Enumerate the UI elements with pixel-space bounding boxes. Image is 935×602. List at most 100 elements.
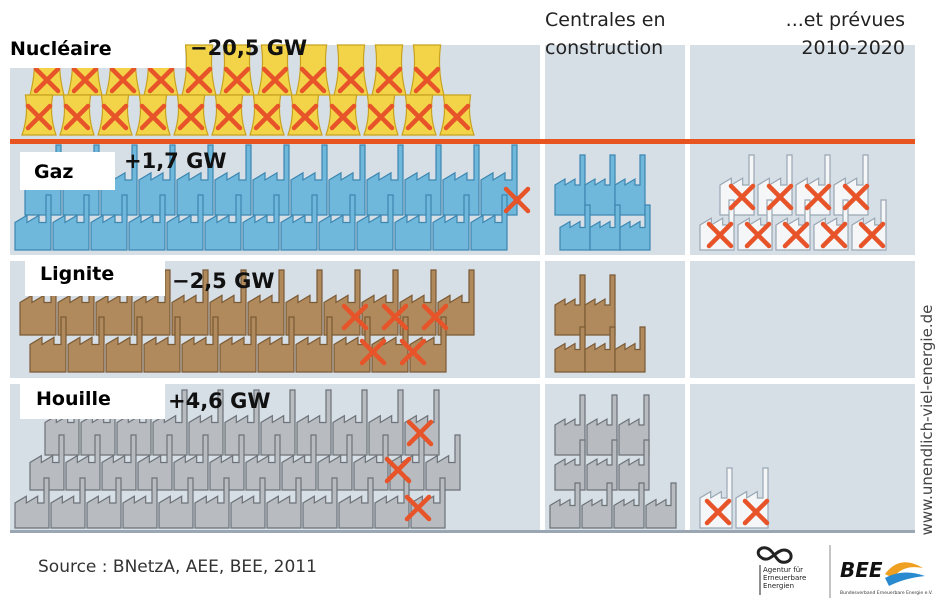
cross xyxy=(728,183,756,211)
cross xyxy=(742,498,770,526)
label-box xyxy=(0,30,185,68)
row-label: Nucléaire xyxy=(10,38,112,60)
plant-icon xyxy=(181,316,219,373)
cross xyxy=(399,338,427,366)
plant-icon xyxy=(366,144,404,216)
plant-icon xyxy=(14,194,52,251)
cross xyxy=(406,419,434,447)
plant-icon xyxy=(589,204,621,251)
cross xyxy=(215,103,243,131)
cross xyxy=(139,103,167,131)
plant-icon xyxy=(318,194,356,251)
plant-icon xyxy=(52,194,90,251)
cross xyxy=(25,103,53,131)
cross xyxy=(261,66,289,94)
cross xyxy=(33,66,61,94)
cross xyxy=(253,103,281,131)
plant-icon xyxy=(409,44,445,96)
plant-icon xyxy=(368,389,404,456)
plant-icon xyxy=(332,389,368,456)
plant-icon xyxy=(410,477,446,529)
cross xyxy=(820,221,848,249)
plant-icon xyxy=(404,144,442,216)
plant-icon xyxy=(614,326,646,373)
panel-planned xyxy=(690,45,915,533)
cross xyxy=(359,338,387,366)
plant-icon xyxy=(371,44,407,96)
cross xyxy=(766,183,794,211)
plant-icon xyxy=(302,477,338,529)
plant-icon xyxy=(394,194,432,251)
cross xyxy=(291,103,319,131)
column-header: ...et prévues xyxy=(786,9,905,31)
cross xyxy=(147,66,175,94)
plant-icon xyxy=(209,434,245,491)
plant-icon xyxy=(219,316,257,373)
label-box xyxy=(25,258,165,296)
plant-icon xyxy=(442,144,480,216)
plant-icon xyxy=(143,316,181,373)
cross xyxy=(337,66,365,94)
plant-icon xyxy=(584,326,616,373)
cross xyxy=(367,103,395,131)
plant-icon xyxy=(353,434,389,491)
plant-icon xyxy=(280,194,318,251)
cross xyxy=(421,303,449,331)
plant-icon xyxy=(181,44,217,96)
cross xyxy=(704,498,732,526)
plant-icon xyxy=(554,274,586,336)
baseline xyxy=(10,530,915,533)
cross xyxy=(404,494,432,522)
plant-icon xyxy=(425,434,461,491)
row-label: Houille xyxy=(36,388,111,410)
cross xyxy=(177,103,205,131)
plant-icon xyxy=(247,269,285,336)
plant-icon xyxy=(245,434,281,491)
plant-icon xyxy=(554,154,586,216)
plant-icon xyxy=(296,389,332,456)
row-change: +4,6 GW xyxy=(168,389,271,413)
cross xyxy=(744,221,772,249)
plant-icon xyxy=(281,434,317,491)
plant-icon xyxy=(374,477,410,529)
plant-icon xyxy=(432,194,470,251)
row-change: −20,5 GW xyxy=(190,36,307,60)
plant-icon xyxy=(285,269,323,336)
row-change: +1,7 GW xyxy=(124,149,227,173)
plant-icon xyxy=(554,394,586,456)
plant-icon xyxy=(257,316,295,373)
plant-icon xyxy=(90,194,128,251)
plant-icon xyxy=(317,434,353,491)
plant-icon xyxy=(171,269,209,336)
plant-icon xyxy=(338,477,374,529)
cross xyxy=(71,66,99,94)
cross xyxy=(63,103,91,131)
column-header: Centrales en xyxy=(545,9,666,31)
cross xyxy=(381,303,409,331)
cross xyxy=(413,66,441,94)
plant-icon xyxy=(176,144,214,216)
plant-icon xyxy=(584,154,616,216)
aee-text: Agentur für xyxy=(763,566,803,574)
cross xyxy=(341,303,369,331)
plant-icon xyxy=(204,194,242,251)
plant-icon xyxy=(437,269,475,336)
cross xyxy=(858,221,886,249)
plant-icon xyxy=(257,44,293,96)
plant-icon xyxy=(138,144,176,216)
bee-logo: BEE Bundesverband Erneuerbare Energie e.… xyxy=(840,558,933,596)
cross xyxy=(375,66,403,94)
plant-icon xyxy=(101,434,137,491)
plant-icon xyxy=(29,316,67,373)
plant-icon xyxy=(619,204,651,251)
plant-icon xyxy=(554,439,586,491)
plant-icon xyxy=(295,44,331,96)
plant-icon xyxy=(242,194,280,251)
aee-logo: Agentur für Erneuerbare Energien xyxy=(756,546,806,595)
cross xyxy=(804,183,832,211)
plant-icon xyxy=(230,477,266,529)
divider xyxy=(10,139,915,144)
cross xyxy=(329,103,357,131)
plant-icon xyxy=(586,439,618,491)
